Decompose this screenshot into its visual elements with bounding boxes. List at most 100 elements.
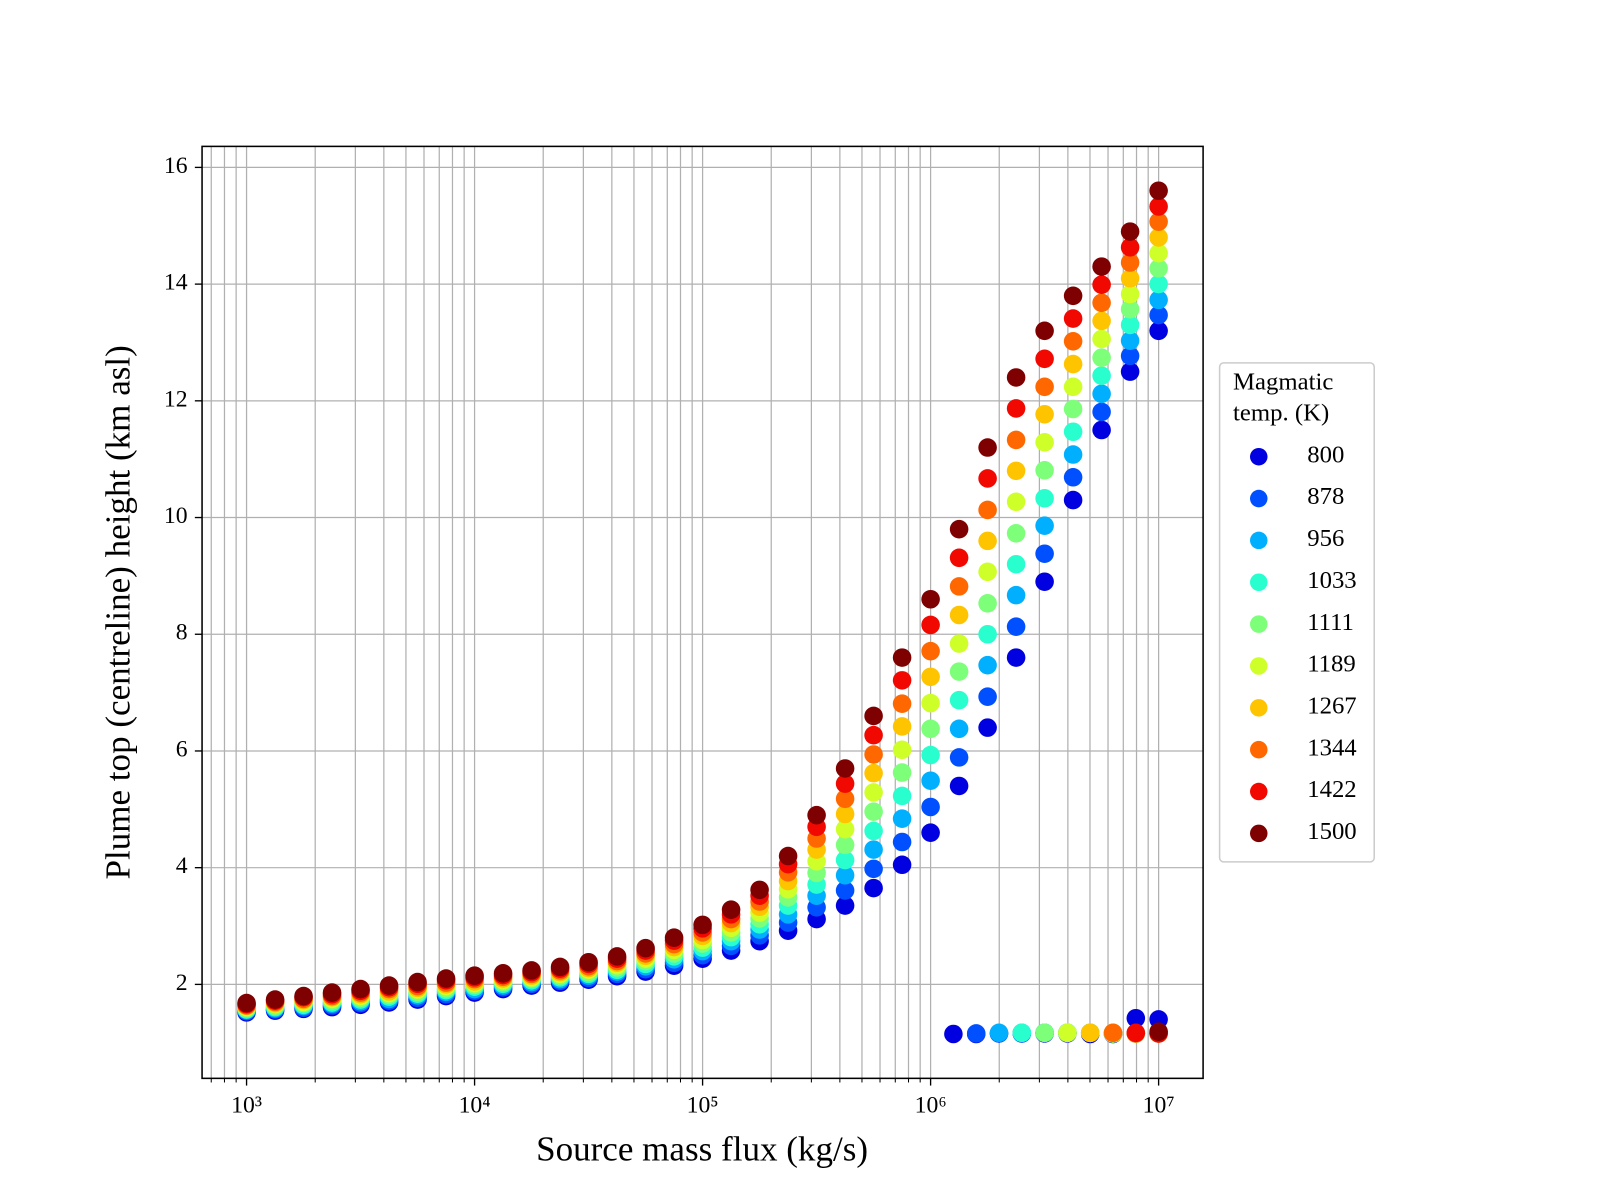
point xyxy=(921,641,940,661)
point xyxy=(1149,212,1168,231)
point xyxy=(1063,354,1083,374)
point xyxy=(1035,432,1054,452)
point xyxy=(892,855,912,875)
x-tick-label: 10⁷ xyxy=(1143,1093,1175,1119)
point xyxy=(1006,648,1026,667)
point xyxy=(408,972,427,992)
legend-label: 1267 xyxy=(1307,693,1356,720)
point xyxy=(978,469,997,488)
point xyxy=(1120,284,1140,304)
point xyxy=(1006,399,1026,418)
point xyxy=(966,1024,986,1043)
point xyxy=(1092,293,1111,313)
legend-marker xyxy=(1250,447,1268,466)
point xyxy=(978,531,997,551)
point xyxy=(1006,617,1026,636)
point xyxy=(1120,362,1140,381)
y-tick-label: 4 xyxy=(176,853,188,879)
point xyxy=(835,835,855,855)
legend-marker xyxy=(1250,615,1268,633)
point xyxy=(1092,348,1111,367)
point xyxy=(921,719,940,739)
point xyxy=(892,740,912,760)
point xyxy=(1092,329,1111,349)
legend-marker xyxy=(1250,657,1268,675)
point xyxy=(864,706,883,726)
point xyxy=(949,748,969,767)
point xyxy=(1149,274,1168,294)
point xyxy=(835,896,855,915)
point xyxy=(864,821,883,841)
x-axis-label: Source mass flux (kg/s) xyxy=(536,1130,868,1169)
point xyxy=(1126,1008,1146,1028)
point xyxy=(265,990,285,1009)
legend-label: 956 xyxy=(1307,525,1344,552)
point xyxy=(864,878,883,898)
legend-marker xyxy=(1250,740,1268,759)
point xyxy=(892,809,912,828)
point xyxy=(921,823,940,842)
point xyxy=(978,624,997,644)
point xyxy=(921,667,940,687)
point xyxy=(1120,222,1140,241)
legend-title: Magmatic temp. (K) xyxy=(1232,369,1334,427)
point xyxy=(1063,309,1083,328)
point xyxy=(1120,268,1140,288)
point xyxy=(1035,321,1054,341)
point xyxy=(1149,321,1168,341)
point xyxy=(892,832,912,852)
y-tick-label: 12 xyxy=(164,386,188,412)
point xyxy=(322,983,342,1002)
y-tick-label: 6 xyxy=(176,736,188,762)
point xyxy=(978,687,997,706)
legend-label: 1344 xyxy=(1307,734,1356,761)
point xyxy=(1035,516,1054,535)
legend-label: 1422 xyxy=(1307,776,1356,803)
point xyxy=(1063,445,1083,464)
legend: 800 878 956 1033 1111 1189 1267 1344 1422 1500 xyxy=(1250,441,1357,845)
legend-label: 1033 xyxy=(1307,567,1356,594)
point xyxy=(835,759,855,778)
point xyxy=(978,500,997,520)
legend-marker xyxy=(1250,489,1268,508)
point xyxy=(1092,384,1111,404)
point xyxy=(1092,402,1111,422)
point xyxy=(921,797,940,817)
legend-label: 800 xyxy=(1307,441,1344,468)
legend-marker xyxy=(1250,824,1268,843)
point xyxy=(1149,243,1168,263)
point xyxy=(1063,377,1083,397)
point xyxy=(949,776,969,796)
point xyxy=(921,745,940,765)
point xyxy=(989,1023,1009,1043)
point xyxy=(1006,585,1026,605)
point xyxy=(1063,490,1083,510)
legend-marker xyxy=(1250,699,1268,717)
legend-label: 878 xyxy=(1307,483,1344,510)
x-tick-label: 10⁴ xyxy=(459,1093,491,1119)
point xyxy=(1149,1022,1168,1041)
point xyxy=(1149,228,1168,247)
legend-marker xyxy=(1250,531,1268,550)
point xyxy=(949,634,969,653)
point xyxy=(921,589,940,609)
point xyxy=(1092,275,1111,294)
point xyxy=(892,648,912,667)
point xyxy=(892,717,912,736)
point xyxy=(1035,460,1054,480)
point xyxy=(921,693,940,713)
point xyxy=(1120,253,1140,272)
point xyxy=(465,966,484,985)
point xyxy=(436,969,456,988)
point xyxy=(1035,377,1054,397)
points xyxy=(237,181,1168,1044)
point xyxy=(1149,259,1168,278)
point xyxy=(1080,1023,1100,1043)
point xyxy=(1126,1023,1146,1043)
point xyxy=(1092,366,1111,386)
point xyxy=(1006,524,1026,543)
point xyxy=(1149,197,1168,216)
point xyxy=(1149,290,1168,310)
point xyxy=(949,662,969,681)
point xyxy=(693,915,712,935)
